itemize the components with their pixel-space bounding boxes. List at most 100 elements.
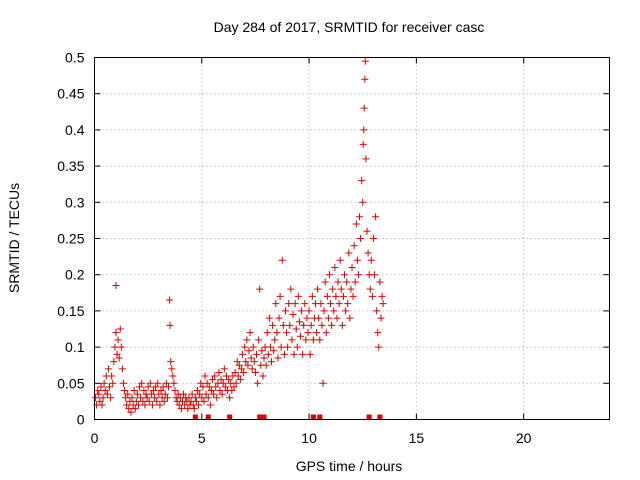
data-point bbox=[104, 365, 112, 373]
data-point bbox=[265, 314, 273, 322]
data-point bbox=[148, 401, 156, 409]
data-point bbox=[221, 383, 229, 391]
data-point bbox=[303, 314, 311, 322]
data-point bbox=[234, 372, 242, 380]
gap-markers bbox=[192, 414, 383, 420]
data-point bbox=[328, 321, 336, 329]
data-point bbox=[304, 329, 312, 337]
data-point bbox=[298, 307, 306, 315]
data-point bbox=[166, 321, 174, 329]
data-point bbox=[243, 336, 251, 344]
data-point bbox=[290, 350, 298, 358]
data-point bbox=[119, 379, 127, 387]
data-point bbox=[143, 394, 151, 402]
data-point bbox=[139, 397, 147, 405]
data-point bbox=[232, 379, 240, 387]
data-point bbox=[363, 227, 371, 235]
data-point bbox=[133, 390, 141, 398]
data-point bbox=[307, 321, 315, 329]
data-point bbox=[260, 354, 268, 362]
data-point bbox=[103, 390, 111, 398]
data-point bbox=[207, 387, 215, 395]
data-point bbox=[200, 397, 208, 405]
data-point bbox=[96, 397, 104, 405]
data-point bbox=[361, 75, 369, 83]
data-point bbox=[184, 405, 192, 413]
data-point bbox=[343, 278, 351, 286]
data-point bbox=[100, 379, 108, 387]
data-point bbox=[194, 387, 201, 395]
data-point bbox=[97, 383, 105, 391]
data-point bbox=[270, 347, 278, 355]
data-point bbox=[314, 285, 322, 293]
data-point bbox=[366, 285, 374, 293]
data-point bbox=[272, 300, 280, 308]
data-point bbox=[215, 368, 223, 376]
data-point bbox=[185, 394, 193, 402]
data-point bbox=[132, 397, 140, 405]
y-tick-label: 0.05 bbox=[57, 375, 84, 391]
data-point bbox=[231, 368, 239, 376]
y-tick-label: 0.2 bbox=[65, 267, 85, 283]
gap-marker bbox=[261, 414, 267, 420]
data-point bbox=[340, 271, 348, 279]
data-point bbox=[203, 379, 211, 387]
data-point bbox=[278, 256, 286, 264]
y-tick-label: 0.5 bbox=[65, 50, 85, 66]
data-point bbox=[300, 321, 308, 329]
data-point bbox=[156, 401, 164, 409]
data-point bbox=[313, 329, 321, 337]
data-point bbox=[379, 300, 387, 308]
data-point bbox=[205, 383, 213, 391]
data-point bbox=[331, 263, 339, 271]
x-tick-label: 15 bbox=[409, 430, 425, 446]
data-point bbox=[329, 285, 337, 293]
data-point bbox=[202, 390, 210, 398]
data-point bbox=[324, 314, 332, 322]
data-point bbox=[378, 292, 386, 300]
data-point bbox=[344, 300, 352, 308]
data-point bbox=[354, 271, 362, 279]
data-point bbox=[376, 278, 384, 286]
data-point bbox=[371, 271, 379, 279]
data-point bbox=[319, 379, 327, 387]
data-point bbox=[305, 307, 313, 315]
data-point bbox=[323, 292, 331, 300]
data-point bbox=[235, 361, 243, 369]
data-point bbox=[145, 397, 153, 405]
data-point bbox=[309, 336, 317, 344]
data-point bbox=[114, 336, 122, 344]
data-point bbox=[216, 387, 224, 395]
data-point bbox=[375, 343, 383, 351]
data-point bbox=[98, 401, 106, 409]
data-point bbox=[249, 343, 257, 351]
data-point bbox=[289, 311, 297, 319]
data-point bbox=[191, 394, 199, 402]
data-point bbox=[163, 394, 171, 402]
data-point bbox=[297, 332, 304, 340]
data-point bbox=[171, 387, 179, 395]
data-point bbox=[167, 358, 175, 366]
data-point bbox=[197, 379, 205, 387]
data-point bbox=[112, 282, 120, 290]
data-point bbox=[374, 329, 382, 337]
data-point bbox=[291, 300, 299, 308]
data-point bbox=[302, 336, 310, 344]
data-point bbox=[369, 235, 377, 242]
data-point bbox=[147, 390, 155, 398]
data-point bbox=[204, 394, 212, 402]
data-point bbox=[196, 390, 204, 398]
data-point bbox=[92, 394, 100, 402]
data-point bbox=[360, 104, 368, 112]
data-point bbox=[138, 379, 146, 387]
data-point bbox=[242, 358, 250, 366]
data-point bbox=[126, 397, 134, 405]
data-point bbox=[275, 314, 283, 322]
data-point bbox=[151, 394, 159, 402]
data-point bbox=[266, 343, 274, 351]
chart-title: Day 284 of 2017, SRMTID for receiver cas… bbox=[214, 19, 485, 35]
data-point bbox=[233, 358, 241, 366]
data-point bbox=[106, 383, 114, 391]
data-point bbox=[180, 390, 188, 398]
